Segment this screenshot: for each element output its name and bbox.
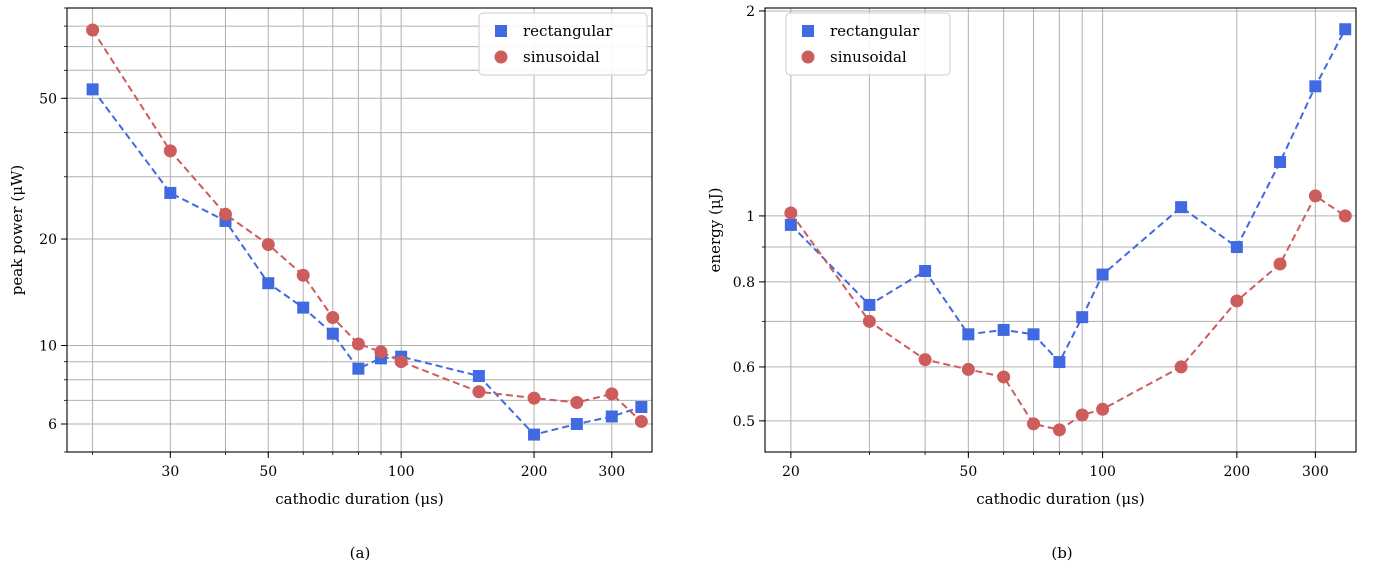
x-tick-label: 20: [782, 464, 800, 480]
legend-box: [785, 12, 951, 76]
legend: rectangular sinusoidal: [478, 12, 648, 76]
y-tick-label: 2: [746, 4, 755, 20]
data-point-rectangular: [1339, 23, 1352, 36]
data-point-rectangular: [1274, 155, 1287, 168]
data-point-sinusoidal: [1075, 408, 1089, 422]
y-tick-label: 0.8: [733, 275, 755, 291]
plot-frame: [764, 7, 1357, 453]
data-point-sinusoidal: [862, 314, 876, 328]
y-tick-label: 10: [39, 339, 57, 355]
data-point-rectangular: [997, 323, 1010, 336]
data-point-sinusoidal: [570, 396, 584, 410]
y-axis-label: energy (μJ): [706, 188, 724, 273]
x-tick-label: 50: [959, 464, 977, 480]
data-point-sinusoidal: [394, 355, 408, 369]
legend-label-rectangular: rectangular: [523, 22, 613, 40]
x-tick-label: 200: [1223, 464, 1250, 480]
legend-marker-rectangular: [495, 25, 507, 37]
data-point-sinusoidal: [163, 144, 177, 158]
legend: rectangular sinusoidal: [785, 12, 951, 76]
data-point-rectangular: [262, 277, 275, 290]
panel-caption: (b): [1051, 544, 1072, 562]
data-point-rectangular: [528, 428, 541, 441]
x-tick-label: 30: [161, 464, 179, 480]
y-tick-label: 20: [39, 232, 57, 248]
data-point-sinusoidal: [1096, 402, 1110, 416]
data-point-sinusoidal: [1174, 360, 1188, 374]
data-point-rectangular: [919, 264, 932, 277]
data-point-sinusoidal: [1230, 294, 1244, 308]
chart-b: 20 50 100 200 300 0.5 0.6 0.8 1 2 cathodic duratio…: [706, 4, 1357, 562]
y-tick-label: 0.6: [733, 360, 755, 376]
data-point-sinusoidal: [784, 206, 798, 220]
data-point-rectangular: [863, 298, 876, 311]
x-tick-label: 50: [259, 464, 277, 480]
data-point-sinusoidal: [296, 268, 310, 282]
data-point-sinusoidal: [605, 387, 619, 401]
x-tick-label: 100: [1089, 464, 1116, 480]
x-tick-label: 200: [521, 464, 548, 480]
legend-marker-sinusoidal: [801, 50, 815, 64]
x-tick-label: 300: [598, 464, 625, 480]
legend-marker-rectangular: [802, 25, 814, 37]
data-point-rectangular: [1053, 356, 1066, 369]
data-point-sinusoidal: [218, 207, 232, 221]
y-tick-label: 50: [39, 91, 57, 107]
data-point-sinusoidal: [918, 353, 932, 367]
data-point-rectangular: [86, 83, 99, 96]
series-line-sinusoidal: [790, 194, 1346, 431]
data-point-rectangular: [962, 328, 975, 341]
data-point-sinusoidal: [1273, 257, 1287, 271]
y-tick-label: 1: [746, 209, 755, 225]
data-point-sinusoidal: [1052, 423, 1066, 437]
data-point-sinusoidal: [86, 23, 100, 37]
series-line-rectangular: [790, 28, 1347, 364]
x-axis-label: cathodic duration (μs): [976, 490, 1144, 508]
data-point-rectangular: [605, 410, 618, 423]
data-point-sinusoidal: [261, 238, 275, 252]
data-point-rectangular: [164, 186, 177, 199]
y-axis-label: peak power (μW): [8, 165, 26, 295]
data-point-rectangular: [472, 370, 485, 383]
data-point-rectangular: [784, 218, 797, 231]
data-point-rectangular: [1230, 241, 1243, 254]
data-point-sinusoidal: [472, 385, 486, 399]
data-point-rectangular: [1076, 311, 1089, 324]
series-line-rectangular: [91, 88, 642, 436]
plot-frame: [66, 7, 653, 453]
series-line-sinusoidal: [91, 29, 642, 423]
legend-label-sinusoidal: sinusoidal: [830, 48, 907, 66]
data-point-sinusoidal: [527, 391, 541, 405]
y-tick-label: 0.5: [733, 414, 755, 430]
data-point-sinusoidal: [961, 362, 975, 376]
data-point-rectangular: [1309, 80, 1322, 93]
x-tick-label: 100: [388, 464, 415, 480]
data-point-sinusoidal: [634, 414, 648, 428]
data-point-rectangular: [1027, 328, 1040, 341]
data-point-sinusoidal: [326, 311, 340, 325]
legend-label-rectangular: rectangular: [830, 22, 920, 40]
data-point-sinusoidal: [1027, 417, 1041, 431]
legend-label-sinusoidal: sinusoidal: [523, 48, 600, 66]
x-tick-label: 300: [1302, 464, 1329, 480]
data-point-rectangular: [1175, 201, 1188, 214]
data-point-rectangular: [570, 417, 583, 430]
data-point-rectangular: [1096, 268, 1109, 281]
data-point-rectangular: [326, 327, 339, 340]
data-point-rectangular: [297, 301, 310, 314]
y-tick-label: 6: [48, 417, 57, 433]
data-point-rectangular: [352, 362, 365, 375]
data-point-rectangular: [635, 401, 648, 414]
data-point-sinusoidal: [1308, 189, 1322, 203]
legend-marker-sinusoidal: [494, 50, 508, 64]
data-point-sinusoidal: [351, 337, 365, 351]
legend-box: [478, 12, 648, 76]
data-point-sinusoidal: [997, 370, 1011, 384]
chart-a: 30 50 100 200 300 6 10 20 50 cathodic duration (μ…: [8, 7, 653, 562]
x-axis-label: cathodic duration (μs): [275, 490, 443, 508]
data-point-sinusoidal: [374, 345, 388, 359]
panel-caption: (a): [350, 544, 371, 562]
data-point-sinusoidal: [1338, 209, 1352, 223]
